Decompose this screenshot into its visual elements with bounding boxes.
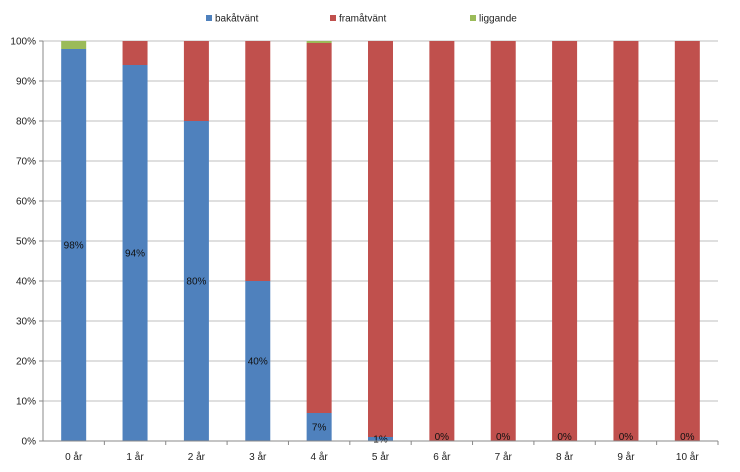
bar-segment-bakåtvänt <box>368 437 393 441</box>
legend-swatch-bakåtvänt <box>206 15 212 21</box>
bar-segment-framåtvänt <box>183 41 209 121</box>
y-tick-label: 100% <box>10 37 36 48</box>
data-label: 80% <box>186 277 206 288</box>
y-tick-label: 20% <box>16 357 36 368</box>
data-label: 1% <box>373 435 388 446</box>
y-tick-label: 30% <box>16 317 36 328</box>
bar-segment-framåtvänt <box>122 41 148 65</box>
bar-segment-framåtvänt <box>368 41 393 437</box>
x-tick-label: 6 år <box>433 451 451 463</box>
data-labels: 98% 94% 80% 40% 7% 1% 0% 0% 0% 0% 0% <box>64 241 695 446</box>
y-tick-label: 90% <box>16 77 36 88</box>
y-tick-label: 40% <box>16 277 36 288</box>
x-tick-label: 7 år <box>495 451 513 463</box>
bar-segment-bakåtvänt <box>245 281 271 441</box>
data-label: 98% <box>64 241 84 252</box>
bar-segment-bakåtvänt <box>183 121 209 441</box>
y-tick-label: 50% <box>16 237 36 248</box>
y-tick-label: 70% <box>16 157 36 168</box>
legend: bakåtvänt framåtvänt liggande <box>206 13 517 25</box>
bar-segment-framåtvänt <box>552 41 578 441</box>
bar-segment-framåtvänt <box>306 43 332 413</box>
x-tick-label: 5 år <box>372 451 390 463</box>
legend-label-bakåtvänt: bakåtvänt <box>215 13 259 25</box>
y-axis: 0% 10% 20% 30% 40% 50% 60% 70% 80% 90% 100% <box>10 37 44 448</box>
x-tick-label: 2 år <box>188 451 206 463</box>
x-tick-label: 10 år <box>676 451 699 463</box>
bar-segment-bakåtvänt <box>61 49 87 441</box>
y-tick-label: 0% <box>22 437 37 448</box>
y-tick-label: 10% <box>16 397 36 408</box>
x-tick-label: 1 år <box>126 451 144 463</box>
bar-segment-framåtvänt <box>245 41 271 281</box>
bar-segment-framåtvänt <box>429 41 455 441</box>
x-tick-label: 9 år <box>617 451 635 463</box>
data-label: 0% <box>557 432 572 443</box>
data-label: 0% <box>680 432 695 443</box>
x-tick-label: 0 år <box>65 451 83 463</box>
x-tick-label: 8 år <box>556 451 574 463</box>
data-label: 0% <box>435 432 450 443</box>
data-label: 7% <box>312 423 327 434</box>
bars <box>61 41 700 441</box>
bar-segment-liggande <box>61 41 87 49</box>
x-axis: 0 år 1 år 2 år 3 år 4 år 5 år 6 år 7 år 8 år 9 år… <box>43 440 719 463</box>
bar-segment-bakåtvänt <box>306 413 332 441</box>
bar-segment-bakåtvänt <box>122 65 148 441</box>
x-tick-label: 3 år <box>249 451 267 463</box>
data-label: 0% <box>496 432 511 443</box>
x-tick-label: 4 år <box>311 451 329 463</box>
y-tick-label: 60% <box>16 197 36 208</box>
bar-segment-framåtvänt <box>674 41 700 441</box>
data-label: 40% <box>248 357 268 368</box>
data-label: 94% <box>125 249 145 260</box>
bar-segment-framåtvänt <box>613 41 639 441</box>
data-label: 0% <box>619 432 634 443</box>
bar-segment-liggande <box>306 41 332 43</box>
legend-label-liggande: liggande <box>479 14 517 25</box>
legend-swatch-framåtvänt <box>330 15 336 21</box>
bar-segment-framåtvänt <box>490 41 516 441</box>
legend-label-framåtvänt: framåtvänt <box>339 13 386 25</box>
y-tick-label: 80% <box>16 117 36 128</box>
legend-swatch-liggande <box>470 15 476 21</box>
